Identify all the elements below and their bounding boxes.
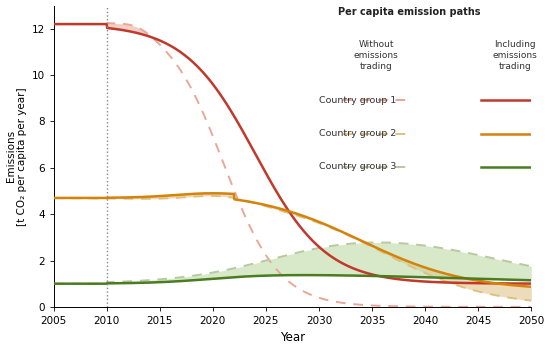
Text: Per capita emission paths: Per capita emission paths — [338, 7, 480, 17]
X-axis label: Year: Year — [280, 331, 305, 344]
Text: Country group 1: Country group 1 — [319, 96, 396, 105]
Text: Including
emissions
trading: Including emissions trading — [492, 40, 537, 71]
Text: Without
emissions
trading: Without emissions trading — [354, 40, 398, 71]
Text: Country group 2: Country group 2 — [319, 129, 396, 138]
Text: Country group 3: Country group 3 — [319, 162, 396, 171]
Y-axis label: Emissions
[t CO₂ per capita per year]: Emissions [t CO₂ per capita per year] — [6, 87, 27, 225]
